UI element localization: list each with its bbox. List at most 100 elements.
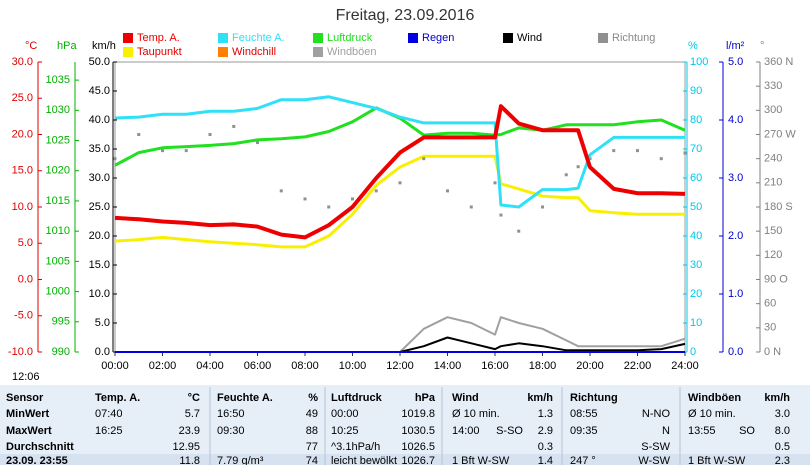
legend-label: Luftdruck <box>327 32 373 44</box>
axis-unit: km/h <box>92 40 116 52</box>
y-tick-label: 5.0 <box>95 317 110 329</box>
y-tick-label: 360 N <box>764 56 793 68</box>
table-cell: 1026.5 <box>401 441 435 453</box>
x-tick-label: 00:00 <box>101 360 129 372</box>
legend-label: Temp. A. <box>137 32 180 44</box>
y-tick-label: 995 <box>52 316 70 328</box>
series-line <box>114 154 685 249</box>
y-tick-label: 10.0 <box>12 201 33 213</box>
x-tick-label: 14:00 <box>434 360 462 372</box>
table-cell: km/h <box>527 392 553 404</box>
axis-unit: l/m² <box>726 40 745 52</box>
table-cell: 3.0 <box>775 408 790 420</box>
table-cell: SO <box>739 425 755 437</box>
y-tick-label: 5.0 <box>18 237 33 249</box>
table-cell: 23.9 <box>179 425 200 437</box>
legend-swatch <box>123 33 133 43</box>
legend-label: Windböen <box>327 46 377 58</box>
table-cell: 09:30 <box>217 425 245 437</box>
table-cell: 1019.8 <box>401 408 435 420</box>
table-cell: Durchschnitt <box>6 441 74 453</box>
table-cell: 1030.5 <box>401 425 435 437</box>
direction-dot <box>499 213 503 217</box>
y-tick-label: 1025 <box>46 134 70 146</box>
y-tick-label: 0 N <box>764 346 781 358</box>
table-cell: °C <box>188 392 200 404</box>
y-tick-label: -5.0 <box>14 310 33 322</box>
y-tick-label: 1030 <box>46 104 70 116</box>
axis-unit: ° <box>760 40 764 52</box>
table-cell: S-SO <box>496 425 523 437</box>
y-tick-label: 1000 <box>46 285 70 297</box>
direction-dot <box>493 181 497 185</box>
table-cell: Ø 10 min. <box>452 408 500 420</box>
x-tick-label: 06:00 <box>244 360 272 372</box>
direction-dot <box>517 229 521 233</box>
y-tick-label: 100 <box>690 56 708 68</box>
y-tick-label: 15.0 <box>12 165 33 177</box>
table-cell: 00:00 <box>331 408 359 420</box>
table-cell: Sensor <box>6 392 44 404</box>
table-cell: Windböen <box>688 392 741 404</box>
x-tick-label: 22:00 <box>624 360 652 372</box>
y-tick-label: 10 <box>690 317 702 329</box>
table-cell: 16:50 <box>217 408 245 420</box>
chart-title: Freitag, 23.09.2016 <box>336 7 475 24</box>
y-tick-label: 150 <box>764 225 782 237</box>
legend-swatch <box>313 47 323 57</box>
direction-dot <box>659 157 663 161</box>
y-tick-label: 80 <box>690 114 702 126</box>
y-tick-label: 1005 <box>46 255 70 267</box>
direction-dot <box>636 149 639 153</box>
table-cell: 1.4 <box>538 455 553 465</box>
y-tick-label: 35.0 <box>89 143 110 155</box>
y-tick-label: 240 <box>764 153 782 165</box>
direction-dot <box>232 124 236 128</box>
table-cell: leicht bewölkt <box>331 455 397 465</box>
y-tick-label: 0.0 <box>18 273 33 285</box>
direction-dot <box>398 181 402 185</box>
y-tick-label: 990 <box>52 346 70 358</box>
table-cell: 12.95 <box>172 441 200 453</box>
series-line <box>114 104 686 240</box>
direction-dot <box>446 189 449 193</box>
legend-swatch <box>313 33 323 43</box>
y-tick-label: 30 <box>764 322 776 334</box>
x-tick-label: 02:00 <box>149 360 177 372</box>
direction-dot <box>564 173 568 177</box>
time-label: 12:06 <box>12 371 40 383</box>
direction-dot <box>208 133 212 136</box>
y-tick-label: 1020 <box>46 165 70 177</box>
y-tick-label: 1010 <box>46 225 70 237</box>
direction-dot <box>161 149 164 153</box>
direction-dot <box>256 141 259 145</box>
y-tick-label: 20.0 <box>89 230 110 242</box>
series-line <box>114 106 686 167</box>
x-tick-label: 20:00 <box>576 360 604 372</box>
table-cell: 1 Bft W-SW <box>452 455 510 465</box>
current-row-background <box>0 454 810 465</box>
series-line <box>114 95 685 209</box>
legend-label: Taupunkt <box>137 46 182 58</box>
direction-dot <box>683 151 687 155</box>
table-cell: hPa <box>415 392 436 404</box>
y-tick-label: 1015 <box>46 195 70 207</box>
y-tick-label: 3.0 <box>728 172 743 184</box>
y-tick-label: 40 <box>690 230 702 242</box>
table-cell: 2.9 <box>538 425 553 437</box>
x-tick-label: 16:00 <box>481 360 509 372</box>
y-tick-label: 4.0 <box>728 114 743 126</box>
direction-dot <box>184 149 188 153</box>
y-tick-label: 180 S <box>764 201 793 213</box>
table-cell: N-NO <box>642 408 671 420</box>
y-tick-label: 1.0 <box>728 288 743 300</box>
y-tick-label: 90 O <box>764 273 788 285</box>
direction-dot <box>422 157 426 161</box>
axis-unit: °C <box>25 40 37 52</box>
table-cell: 09:35 <box>570 425 598 437</box>
y-tick-label: -10.0 <box>8 346 33 358</box>
y-tick-label: 15.0 <box>89 259 110 271</box>
y-tick-label: 210 <box>764 177 782 189</box>
direction-dot <box>612 149 616 153</box>
table-cell: MaxWert <box>6 425 52 437</box>
